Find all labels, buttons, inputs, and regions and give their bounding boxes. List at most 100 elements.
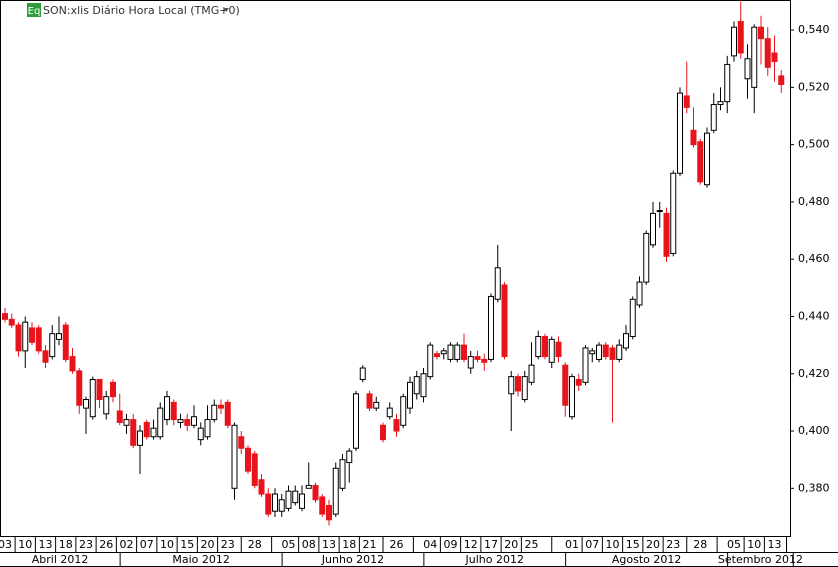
x-tick-label: 08 xyxy=(302,538,316,551)
y-tick-label: 0,540 xyxy=(798,23,830,36)
candle-body xyxy=(758,26,764,40)
candle-body xyxy=(501,284,508,358)
candle-body xyxy=(751,26,758,88)
y-tick-label: 0,460 xyxy=(798,252,830,265)
candle-body xyxy=(434,353,440,358)
candle-body xyxy=(29,327,35,343)
x-tick-label: 20 xyxy=(201,538,215,551)
x-tick-label: 04 xyxy=(423,538,437,551)
x-tick-label: 18 xyxy=(59,538,73,551)
candle-body xyxy=(548,338,555,363)
candle-body xyxy=(184,419,191,426)
title-dropdown[interactable] xyxy=(223,8,229,12)
x-tick-label: 25 xyxy=(525,538,539,551)
candle-body xyxy=(157,407,164,438)
candle-body xyxy=(393,419,400,432)
symbol-icon-text: Eq xyxy=(28,6,41,17)
y-tick-label: 0,480 xyxy=(798,195,830,208)
candle-body xyxy=(481,358,488,363)
x-tick-label: 10 xyxy=(606,538,620,551)
candle-body xyxy=(515,376,521,392)
candle-body xyxy=(292,490,299,504)
candle-body xyxy=(15,324,22,352)
candle-body xyxy=(177,419,184,423)
candle-body xyxy=(56,333,62,340)
x-tick-label: 10 xyxy=(18,538,32,551)
candle-body xyxy=(508,376,515,395)
candle-body xyxy=(110,381,116,398)
candle-body xyxy=(265,493,272,515)
candle-body xyxy=(22,321,29,352)
candle-body xyxy=(170,401,177,421)
x-tick-label: 21 xyxy=(363,538,377,551)
x-tick-label: 23 xyxy=(221,538,235,551)
x-tick-label: 09 xyxy=(444,538,458,551)
x-tick-label: 13 xyxy=(322,538,336,551)
month-label: Abril 2012 xyxy=(32,553,89,566)
candle-body xyxy=(602,344,609,358)
candle-body xyxy=(164,396,170,421)
month-label: Agosto 2012 xyxy=(612,553,682,566)
candle-body xyxy=(494,267,501,300)
y-tick-label: 0,500 xyxy=(798,138,830,151)
candle-body xyxy=(407,381,413,409)
candle-body xyxy=(285,490,292,509)
candle-body xyxy=(339,459,346,489)
candle-body xyxy=(8,318,15,326)
x-tick-label: 12 xyxy=(464,538,478,551)
y-tick-label: 0,520 xyxy=(798,80,830,93)
x-tick-label: 20 xyxy=(646,538,660,551)
chart-title[interactable]: SON:xlis Diário Hora Local (TMG+0) xyxy=(43,4,240,17)
y-tick-label: 0,420 xyxy=(798,367,830,380)
symbol-icon xyxy=(27,3,41,17)
month-label: Maio 2012 xyxy=(172,553,230,566)
candle-body xyxy=(238,436,245,449)
candle-body xyxy=(326,504,332,521)
candle-body xyxy=(535,336,542,358)
candle-body xyxy=(521,376,528,401)
candle-body xyxy=(211,404,218,421)
x-tick-label: 01 xyxy=(565,538,579,551)
candle-body xyxy=(663,212,670,257)
candle-body xyxy=(528,364,535,383)
candle-body xyxy=(717,101,724,106)
candle-body xyxy=(197,427,204,441)
candle-body xyxy=(359,367,366,380)
candle-body xyxy=(332,467,339,515)
candle-body xyxy=(542,336,548,358)
candle-body xyxy=(677,92,683,174)
candle-body xyxy=(697,141,704,183)
candle-body xyxy=(231,424,238,489)
candle-body xyxy=(656,210,663,213)
candle-body xyxy=(413,376,420,395)
candle-body xyxy=(555,341,562,358)
candle-body xyxy=(353,393,359,449)
candle-body xyxy=(76,370,83,406)
x-tick-label: 23 xyxy=(79,538,93,551)
candle-body xyxy=(643,232,650,283)
candle-body xyxy=(440,350,447,355)
candle-body xyxy=(319,496,326,515)
y-tick-label: 0,440 xyxy=(798,309,830,322)
month-label: Setembro 2012 xyxy=(718,553,803,566)
candle-body xyxy=(143,421,150,438)
x-tick-label: 26 xyxy=(99,538,113,551)
candle-body xyxy=(116,410,123,423)
candle-body xyxy=(420,373,427,398)
candle-body xyxy=(35,327,42,352)
candle-body xyxy=(150,427,157,438)
candle-body xyxy=(474,356,481,360)
candle-body xyxy=(218,404,224,409)
x-tick-label: 15 xyxy=(626,538,640,551)
candle-body xyxy=(305,484,312,489)
x-tick-label: 03 xyxy=(0,538,12,551)
x-tick-label: 07 xyxy=(585,538,599,551)
candle-body xyxy=(724,63,731,103)
x-tick-label: 28 xyxy=(693,538,707,551)
candle-body xyxy=(366,393,373,409)
candle-body xyxy=(589,350,596,355)
candle-body xyxy=(312,484,319,501)
candle-body xyxy=(582,347,589,383)
x-tick-label: 23 xyxy=(666,538,680,551)
candle-body xyxy=(778,75,785,85)
